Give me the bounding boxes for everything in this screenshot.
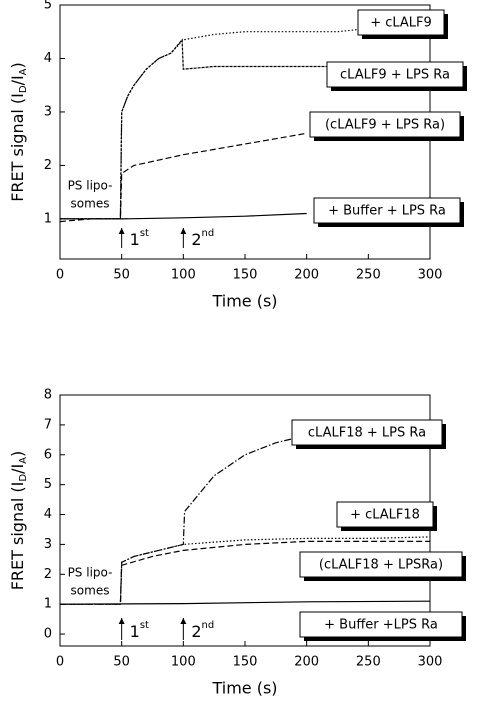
- series-line: [60, 540, 430, 605]
- arrow-label-sup: nd: [202, 620, 215, 631]
- arrow-label: 2nd: [191, 620, 214, 641]
- label-box: [336, 501, 434, 528]
- y-tick-label: 7: [44, 417, 52, 432]
- series-label: cLALF18 + LPS Ra: [308, 426, 426, 441]
- x-tick-label: 300: [418, 655, 443, 670]
- x-tick-label: 50: [113, 268, 130, 283]
- label-box: [309, 111, 461, 138]
- arrow-label: 1st: [130, 228, 149, 249]
- y-tick-label: 1: [44, 597, 52, 612]
- y-axis-label-part: ): [8, 62, 27, 68]
- x-tick-label: 250: [356, 655, 381, 670]
- y-tick-label: 6: [44, 447, 52, 462]
- y-tick-label: 4: [44, 507, 52, 522]
- series-line: [60, 212, 307, 220]
- annotation: PS lipo-: [68, 566, 113, 580]
- label-box: [313, 197, 461, 224]
- x-tick-label: 200: [294, 655, 319, 670]
- x-tick-label: 150: [233, 268, 258, 283]
- y-tick-label: 0: [44, 627, 52, 642]
- x-tick-label: 0: [56, 268, 64, 283]
- y-axis-label: FRET signal (ID/IA): [8, 451, 30, 591]
- y-tick-label: 3: [44, 104, 52, 119]
- series-line: [59, 600, 431, 605]
- arrow-head: [180, 618, 187, 624]
- y-tick-label: 5: [44, 0, 52, 13]
- x-tick-label: 300: [418, 268, 443, 283]
- series-label: + Buffer +LPS Ra: [324, 618, 438, 633]
- label-box: [291, 419, 443, 446]
- label-box: [299, 611, 463, 638]
- y-tick-label: 1: [44, 211, 52, 226]
- x-tick-label: 100: [171, 268, 196, 283]
- x-axis-label: Time (s): [211, 679, 277, 698]
- y-tick-label: 2: [44, 567, 52, 582]
- x-tick-label: 100: [171, 655, 196, 670]
- arrow-label-sup: nd: [202, 228, 215, 239]
- y-axis-label-part: /I: [8, 464, 27, 474]
- x-tick-label: 200: [294, 268, 319, 283]
- y-axis-label-part: D: [18, 474, 29, 482]
- series-label: cLALF9 + LPS Ra: [340, 68, 450, 83]
- x-axis-label: Time (s): [211, 292, 277, 311]
- arrow-label-main: 2: [191, 622, 201, 641]
- label-box: [299, 551, 463, 578]
- annotation: somes: [71, 197, 110, 211]
- annotation: PS lipo-: [68, 179, 113, 193]
- x-tick-label: 250: [356, 268, 381, 283]
- series-label: (cLALF9 + LPS Ra): [325, 118, 445, 133]
- arrow-head: [118, 618, 125, 624]
- y-tick-label: 8: [44, 388, 52, 403]
- y-axis-label-part: A: [18, 457, 29, 464]
- y-axis-label-part: /I: [8, 75, 27, 85]
- arrow-label-main: 1: [130, 230, 140, 249]
- arrow-label: 1st: [130, 620, 149, 641]
- y-tick-label: 4: [44, 51, 52, 66]
- y-axis-label-part: ): [8, 451, 27, 457]
- label-box: [326, 61, 464, 88]
- x-tick-label: 150: [233, 655, 258, 670]
- label-box: [357, 9, 445, 36]
- series-label: (cLALF18 + LPSRa): [319, 558, 443, 573]
- arrow-head: [180, 228, 187, 234]
- series-line: [60, 38, 363, 220]
- y-tick-label: 5: [44, 477, 52, 492]
- arrow-head: [118, 228, 125, 234]
- x-tick-label: 0: [56, 655, 64, 670]
- x-tick-label: 50: [113, 655, 130, 670]
- series-label: + cLALF9: [370, 16, 432, 31]
- series-label: + Buffer + LPS Ra: [328, 204, 446, 219]
- arrow-label-sup: st: [140, 620, 149, 631]
- y-tick-label: 3: [44, 537, 52, 552]
- y-axis-label-part: FRET signal (I: [8, 93, 27, 202]
- annotation: somes: [71, 584, 110, 598]
- y-axis-label-part: D: [18, 85, 29, 93]
- y-axis-label-part: A: [18, 68, 29, 75]
- arrow-label: 2nd: [191, 228, 214, 249]
- y-tick-label: 2: [44, 158, 52, 173]
- y-axis-label-part: FRET signal (I: [8, 482, 27, 591]
- arrow-label-main: 2: [191, 230, 201, 249]
- series-label: + cLALF18: [350, 508, 420, 523]
- arrow-label-sup: st: [140, 228, 149, 239]
- arrow-label-main: 1: [130, 622, 140, 641]
- y-axis-label: FRET signal (ID/IA): [8, 62, 30, 202]
